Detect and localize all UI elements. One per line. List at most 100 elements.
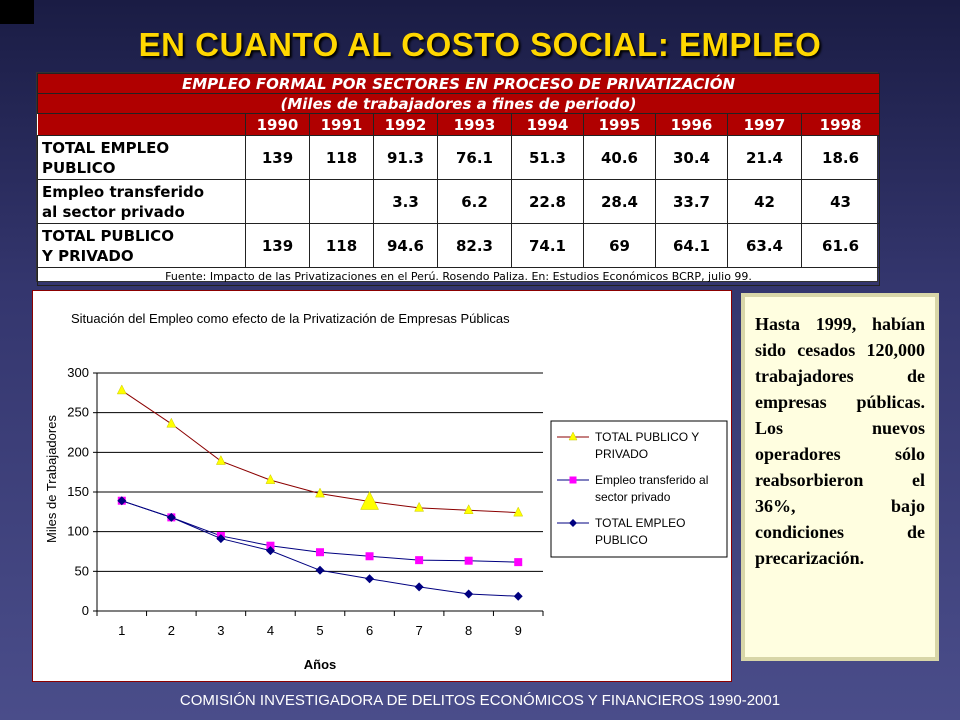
chart-title: Situación del Empleo como efecto de la P… — [71, 311, 510, 326]
y-tick-label: 150 — [67, 484, 89, 499]
triangle-marker — [414, 501, 425, 512]
legend-label: Empleo transferido al sector privado — [595, 473, 708, 504]
employment-table: EMPLEO FORMAL POR SECTORES EN PROCESO DE… — [36, 72, 881, 286]
diamond-marker — [569, 519, 577, 527]
x-tick-label: 2 — [168, 623, 175, 638]
table-cell: 6.2 — [437, 179, 512, 224]
table-cell — [309, 179, 374, 224]
table-cell: 42 — [727, 179, 802, 224]
diamond-marker — [365, 574, 375, 584]
table-cell: 33.7 — [655, 179, 728, 224]
table-cell: 76.1 — [437, 135, 512, 180]
year-header: 1996 — [655, 113, 728, 136]
table-cell: 139 — [245, 223, 310, 268]
table-cell: 82.3 — [437, 223, 512, 268]
triangle-marker — [513, 506, 524, 517]
row-label: TOTAL EMPLEO PUBLICO — [37, 135, 246, 180]
x-tick-label: 7 — [415, 623, 422, 638]
row-label: TOTAL PUBLICO Y PRIVADO — [37, 223, 246, 268]
y-tick-label: 300 — [67, 365, 89, 380]
table-cell: 51.3 — [511, 135, 584, 180]
square-marker — [569, 476, 577, 484]
diamond-marker — [166, 512, 176, 522]
y-tick-label: 200 — [67, 444, 89, 459]
y-axis-label: Miles de Trabajadores — [44, 415, 59, 543]
series-group — [117, 496, 523, 601]
x-tick-label: 6 — [366, 623, 373, 638]
x-tick-label: 3 — [217, 623, 224, 638]
table-row: TOTAL PUBLICO Y PRIVADO 139 118 94.6 82.3 74.1… — [37, 223, 881, 268]
row-label-line1: Empleo transferido — [42, 182, 205, 201]
year-header: 1991 — [309, 113, 374, 136]
table-cell: 21.4 — [727, 135, 802, 180]
table-cell: 91.3 — [373, 135, 438, 180]
y-tick-label: 100 — [67, 524, 89, 539]
table-row: TOTAL EMPLEO PUBLICO 139 118 91.3 76.1 51.3 40.… — [37, 135, 881, 180]
triangle-marker — [360, 490, 379, 510]
triangle-marker — [215, 455, 226, 465]
square-marker — [464, 556, 473, 565]
table-cell: 74.1 — [511, 223, 584, 268]
year-header-row: 1990 1991 1992 1993 1994 1995 1996 1997 1998 — [37, 113, 881, 136]
y-tick-label: 0 — [82, 603, 89, 618]
table-cell: 22.8 — [511, 179, 584, 224]
year-header: 1994 — [511, 113, 584, 136]
table-title: EMPLEO FORMAL POR SECTORES EN PROCESO DE… — [36, 73, 881, 94]
table-source: Fuente: Impacto de las Privatizaciones e… — [36, 267, 881, 286]
x-tick-label: 9 — [515, 623, 522, 638]
triangle-marker — [265, 474, 276, 484]
triangle-marker — [116, 384, 127, 395]
table-cell: 3.3 — [373, 179, 438, 224]
table-cell: 18.6 — [800, 135, 881, 180]
triangle-marker — [463, 504, 474, 514]
row-label-line2: PUBLICO — [42, 158, 116, 177]
year-header-blank — [37, 113, 246, 136]
slide-footer: COMISIÓN INVESTIGADORA DE DELITOS ECONÓM… — [179, 692, 781, 709]
table-cell: 61.6 — [800, 223, 881, 268]
employment-line-chart: Situación del Empleo como efecto de la P… — [44, 311, 728, 672]
table-cell: 118 — [309, 135, 374, 180]
diamond-marker — [117, 496, 127, 506]
year-header: 1993 — [437, 113, 512, 136]
diamond-marker — [216, 534, 226, 544]
y-tick-label: 250 — [67, 405, 89, 420]
table-cell — [245, 179, 310, 224]
x-tick-label: 8 — [465, 623, 472, 638]
diamond-marker — [464, 589, 474, 599]
diamond-marker — [414, 582, 424, 592]
year-header: 1998 — [800, 113, 881, 136]
table-cell: 118 — [309, 223, 374, 268]
y-tick-label: 50 — [75, 563, 89, 578]
year-header: 1997 — [727, 113, 802, 136]
corner-block — [0, 0, 34, 24]
row-label-line2: al sector privado — [42, 202, 185, 221]
row-label-line1: TOTAL EMPLEO — [42, 138, 170, 157]
legend-label: TOTAL EMPLEO PUBLICO — [595, 516, 685, 547]
square-marker — [266, 541, 275, 550]
table-cell: 43 — [800, 179, 881, 224]
table-cell: 30.4 — [655, 135, 728, 180]
table-cell: 63.4 — [727, 223, 802, 268]
diamond-marker — [315, 565, 325, 575]
table-row: Empleo transferido al sector privado 3.3 6.… — [37, 179, 881, 224]
note-box: Hasta 1999, habían sido cesados 120,000 … — [741, 293, 939, 661]
square-marker — [514, 558, 523, 567]
triangle-marker — [166, 417, 177, 428]
table-cell: 139 — [245, 135, 310, 180]
table-cell: 69 — [583, 223, 656, 268]
square-marker — [316, 548, 324, 557]
legend-label: TOTAL PUBLICO Y PRIVADO — [595, 430, 699, 461]
x-tick-label: 1 — [118, 623, 125, 638]
chart-panel: Situación del Empleo como efecto de la P… — [32, 290, 732, 682]
x-tick-label: 4 — [267, 623, 274, 638]
square-marker — [415, 556, 424, 565]
year-header: 1990 — [245, 113, 310, 136]
diamond-marker — [265, 546, 275, 556]
row-label-line1: TOTAL PUBLICO — [42, 226, 174, 245]
x-tick-label: 5 — [316, 623, 323, 638]
diamond-marker — [513, 591, 523, 601]
legend-box — [550, 420, 728, 558]
table-subtitle: (Miles de trabajadores a fines de period… — [36, 93, 881, 114]
table-cell: 40.6 — [583, 135, 656, 180]
triangle-marker — [315, 487, 325, 498]
